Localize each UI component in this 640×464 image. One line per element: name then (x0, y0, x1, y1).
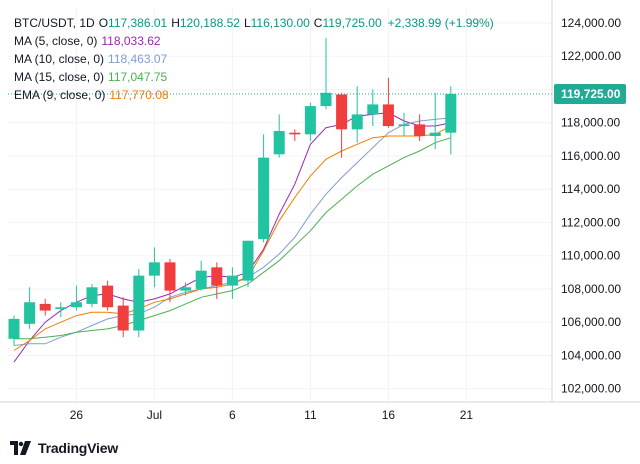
high-value: 120,188.52 (179, 16, 240, 30)
y-tick-label: 112,000.00 (561, 215, 620, 229)
last-price-tag-bg (554, 84, 626, 105)
low-value: 116,130.00 (250, 16, 310, 30)
candle-body (211, 267, 223, 286)
x-tick-label: 6 (229, 408, 236, 422)
close-value: 119,725.00 (322, 16, 382, 30)
indicator-ema9[interactable]: EMA (9, close, 0) 117,770.08 (14, 86, 494, 104)
indicator-label: MA (15, close, 0) (14, 70, 105, 84)
change-value: +2,338.99 (+1.99%) (387, 16, 494, 30)
tradingview-brand[interactable]: TradingView (10, 438, 118, 458)
y-tick-label: 110,000.00 (561, 249, 620, 263)
y-tick-label: 114,000.00 (561, 182, 620, 196)
candle-body (273, 131, 285, 155)
y-tick-label: 124,000.00 (561, 16, 621, 30)
grid (8, 8, 552, 402)
y-tick-label: 104,000.00 (561, 348, 621, 362)
candle-body (304, 106, 316, 135)
high-key: H (171, 16, 180, 30)
candle-body (24, 302, 36, 324)
candle-body (382, 104, 394, 127)
brand-name: TradingView (38, 440, 119, 456)
indicator-value: 117,770.08 (109, 88, 169, 102)
ohlc-row: BTC/USDT, 1D O117,386.01 H120,188.52 L116,1… (14, 14, 494, 32)
candle-body (55, 307, 67, 309)
x-tick-label: 16 (382, 408, 396, 422)
candle-body (117, 305, 129, 331)
candle-body (258, 157, 270, 240)
close-key: C (313, 16, 323, 30)
x-tick-label: 11 (304, 408, 317, 422)
indicator-value: 117,047.75 (108, 70, 168, 84)
x-tick-label: 26 (70, 408, 84, 422)
candle-body (8, 318, 20, 339)
x-tick-label: 21 (460, 408, 474, 422)
candle-body (351, 114, 363, 130)
candles (8, 37, 457, 346)
x-axis[interactable]: 26 Jul 6 11 16 21 (0, 401, 640, 422)
candle-body (102, 285, 114, 308)
candle-body (148, 262, 160, 276)
candle-body (445, 94, 457, 133)
candle-body (226, 275, 238, 286)
symbol-label[interactable]: BTC/USDT, 1D (14, 16, 95, 30)
candle-body (195, 270, 207, 289)
indicator-ma10[interactable]: MA (10, close, 0) 118,463.07 (14, 50, 494, 68)
candle-body (242, 240, 254, 281)
candle-body (164, 262, 176, 291)
y-tick-label: 122,000.00 (561, 49, 621, 63)
open-key: O (98, 16, 109, 30)
candle-body (429, 132, 441, 137)
candle-body (414, 124, 426, 137)
indicator-label: MA (5, close, 0) (14, 34, 98, 48)
y-tick-label: 102,000.00 (561, 382, 621, 396)
y-tick-label: 116,000.00 (561, 149, 620, 163)
candle-body (398, 124, 410, 127)
y-tick-label: 108,000.00 (561, 282, 621, 296)
indicator-ma5[interactable]: MA (5, close, 0) 118,033.62 (14, 32, 494, 50)
indicator-label: EMA (9, close, 0) (14, 88, 106, 102)
last-price-value: 119,725.00 (561, 87, 621, 101)
tradingview-logo-icon (10, 441, 31, 455)
y-tick-label: 106,000.00 (561, 315, 621, 329)
candle-body (86, 287, 98, 304)
candle-body (336, 94, 348, 130)
y-tick-label: 118,000.00 (561, 116, 620, 130)
candle-body (289, 132, 301, 135)
indicator-ma15[interactable]: MA (15, close, 0) 117,047.75 (14, 68, 494, 86)
candle-body (133, 275, 145, 331)
indicator-value: 118,463.07 (108, 52, 168, 66)
open-value: 117,386.01 (108, 16, 168, 30)
candle-body (320, 92, 332, 107)
x-tick-label: Jul (147, 408, 162, 422)
last-price-tag: 119,725.00 (554, 84, 626, 105)
y-axis[interactable]: 102,000.00 104,000.00 106,000.00 108,000.00… (551, 0, 621, 402)
candle-body (180, 287, 192, 291)
chart-legend: BTC/USDT, 1D O117,386.01 H120,188.52 L116,1… (14, 14, 494, 104)
indicator-value: 118,033.62 (101, 34, 161, 48)
candle-body (39, 303, 51, 311)
indicator-label: MA (10, close, 0) (14, 52, 105, 66)
low-key: L (243, 16, 251, 30)
candle-body (367, 104, 379, 115)
candle-body (70, 302, 82, 308)
